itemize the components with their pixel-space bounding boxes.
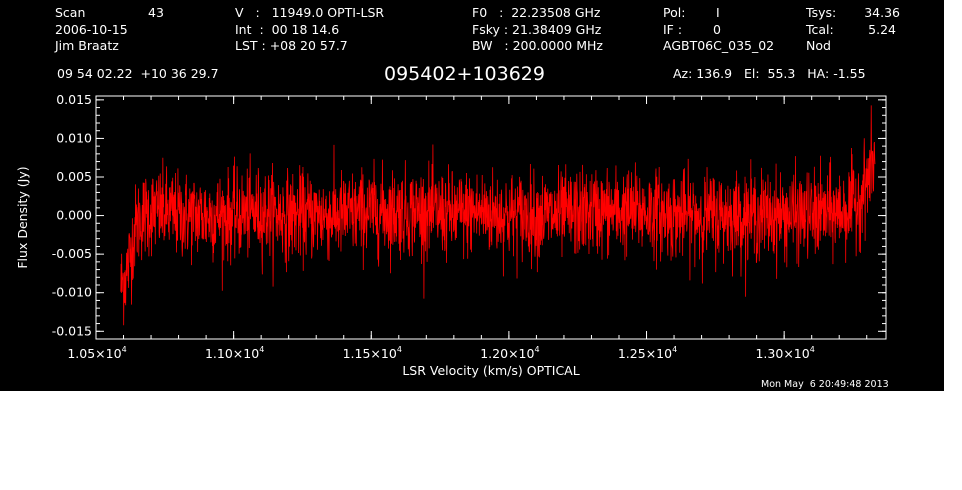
sky-frequency: Fsky : 21.38409 GHz	[472, 22, 602, 37]
scan-number: 43	[148, 5, 164, 20]
scan-label: Scan	[55, 5, 86, 20]
spectrum-series-0	[120, 105, 876, 326]
series-layer	[120, 105, 876, 326]
timestamp: Mon May 6 20:49:48 2013	[761, 379, 889, 390]
velocity-info: V : 11949.0 OPTI-LSR	[235, 5, 385, 20]
source-coordinates: 09 54 02.22 +10 36 29.7	[57, 66, 219, 81]
pol-label: Pol:	[663, 5, 686, 20]
tsys-label: Tsys:	[806, 5, 837, 20]
obs-mode: Nod	[806, 38, 831, 53]
if-value: 0	[713, 22, 721, 37]
y-tick-label: -0.010	[52, 285, 92, 300]
y-tick-label: 0.015	[56, 92, 92, 107]
y-tick-label: 0.000	[56, 208, 92, 223]
pointing-info: Az: 136.9 El: 55.3 HA: -1.55	[673, 66, 866, 81]
y-tick-label: -0.005	[52, 246, 92, 261]
tcal-label: Tcal:	[806, 22, 834, 37]
y-axis: 0.015 0.010 0.005 0.000 -0.005 -0.010 -0.015	[52, 92, 886, 340]
x-tick-label: 1.15×104	[343, 345, 402, 361]
bandwidth: BW : 200.0000 MHz	[472, 38, 603, 53]
obs-date: 2006-10-15	[55, 22, 128, 37]
observer-name: Jim Braatz	[55, 38, 119, 53]
pol-value: I	[716, 5, 720, 20]
rest-frequency: F0 : 22.23508 GHz	[472, 5, 601, 20]
x-tick-label: 1.30×104	[755, 345, 814, 361]
x-tick-label: 1.05×104	[67, 345, 126, 361]
x-axis-label: LSR Velocity (km/s) OPTICAL	[402, 363, 579, 378]
lst-info: LST : +08 20 57.7	[235, 38, 348, 53]
tcal-value: 5.24	[868, 22, 896, 37]
x-tick-label: 1.10×104	[205, 345, 264, 361]
project-id: AGBT06C_035_02	[663, 38, 775, 53]
x-tick-label: 1.20×104	[480, 345, 539, 361]
integration-time: Int : 00 18 14.6	[235, 22, 340, 37]
y-tick-label: 0.005	[56, 169, 92, 184]
tsys-value: 34.36	[864, 5, 900, 20]
plot-frame	[95, 95, 887, 340]
y-tick-label: -0.015	[52, 323, 92, 338]
x-tick-label: 1.25×104	[618, 345, 677, 361]
y-tick-label: 0.010	[56, 130, 92, 145]
y-axis-label: Flux Density (Jy)	[15, 166, 30, 268]
x-axis: 1.05×104 1.10×104 1.15×104 1.20×104 1.25×104…	[67, 96, 868, 361]
if-label: IF :	[663, 22, 683, 37]
source-name: 095402+103629	[384, 63, 545, 85]
